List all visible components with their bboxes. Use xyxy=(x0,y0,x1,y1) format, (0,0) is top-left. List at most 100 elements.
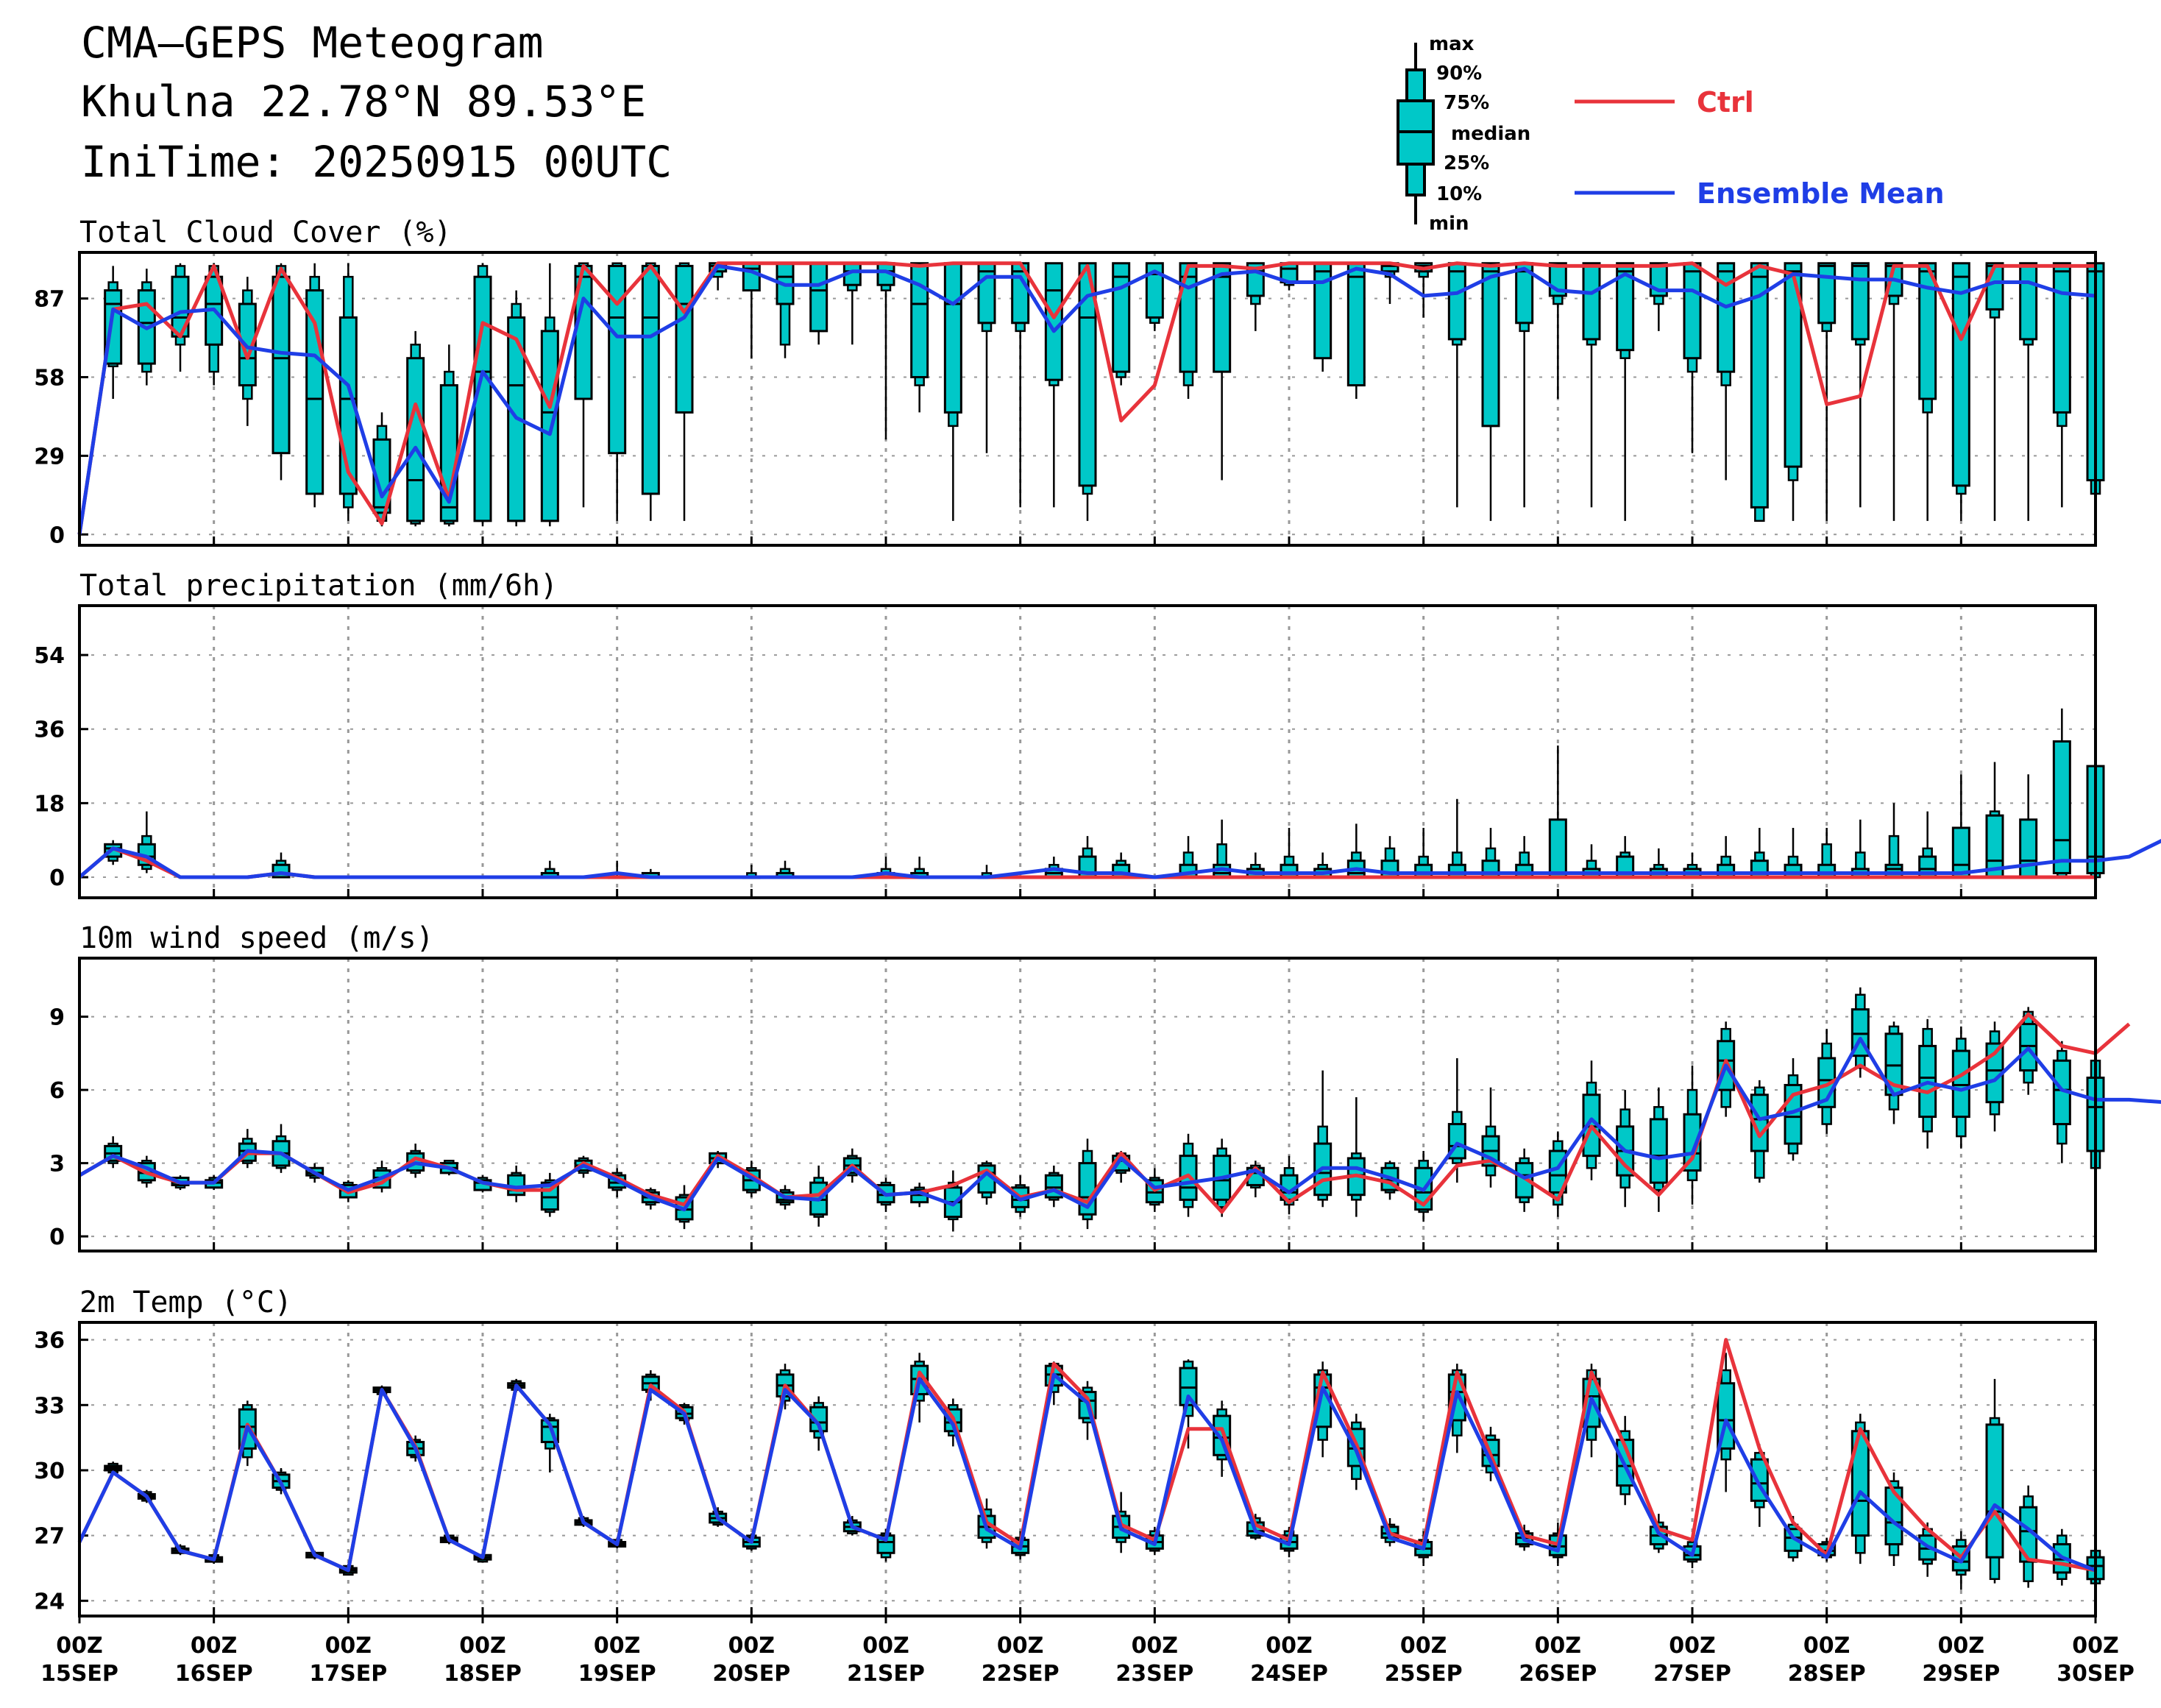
boxplot xyxy=(742,262,761,358)
y-tick-label: 0 xyxy=(49,1225,65,1250)
x-tick-date-label: 23SEP xyxy=(1115,1661,1193,1687)
boxplot xyxy=(776,262,795,358)
boxplot xyxy=(1616,262,1635,521)
boxplot-iqr xyxy=(675,264,694,414)
x-tick-time-label: 00Z xyxy=(594,1633,641,1659)
boxplot xyxy=(1649,1087,1668,1212)
boxplot xyxy=(1717,836,1736,879)
boxplot-iqr xyxy=(540,330,559,522)
legend-min-label: min xyxy=(1429,213,1469,235)
boxplot xyxy=(540,860,559,879)
boxplot xyxy=(1380,262,1399,305)
boxplot xyxy=(2019,1485,2038,1588)
boxplot-iqr xyxy=(1649,1118,1668,1184)
boxplot xyxy=(1850,262,1870,508)
boxplot xyxy=(540,1172,559,1217)
legend-mean-label: Ensemble Mean xyxy=(1697,177,1945,210)
boxplot xyxy=(1481,827,1500,879)
boxplot xyxy=(1044,857,1063,879)
y-tick-label: 58 xyxy=(34,366,65,391)
boxplot xyxy=(1548,1131,1567,1217)
boxplot xyxy=(2052,1041,2071,1163)
boxplot xyxy=(1850,819,1870,879)
boxplot-iqr xyxy=(1582,262,1601,341)
boxplot xyxy=(2019,774,2038,879)
y-tick-label: 30 xyxy=(34,1459,65,1484)
panel-title: 2m Temp (°C) xyxy=(79,1286,292,1319)
boxplot xyxy=(1616,836,1635,879)
x-axis-labels: 00Z15SEP00Z16SEP00Z17SEP00Z18SEP00Z19SEP… xyxy=(40,1616,2135,1687)
boxplot xyxy=(1044,1165,1063,1208)
boxplot-iqr xyxy=(1313,262,1333,360)
boxplot-iqr xyxy=(1683,1113,1702,1172)
y-tick-label: 6 xyxy=(49,1078,65,1104)
boxplot-iqr xyxy=(406,357,425,522)
boxplot xyxy=(272,263,291,481)
boxplot xyxy=(1346,262,1366,399)
boxplot xyxy=(1280,262,1299,291)
legend-p75-label: 75% xyxy=(1444,92,1489,114)
boxplot-iqr xyxy=(1112,262,1131,373)
boxplot xyxy=(1750,827,1769,879)
boxplot xyxy=(1346,1097,1366,1217)
panel-2: Total precipitation (mm/6h) 0 18 36 54 xyxy=(34,569,2161,899)
x-tick-time-label: 00Z xyxy=(862,1633,909,1659)
boxplot xyxy=(1548,262,1567,399)
boxplot xyxy=(1750,262,1769,522)
boxplot-iqr xyxy=(1951,826,1970,879)
boxplot xyxy=(1951,1026,1970,1149)
boxplot xyxy=(1582,262,1601,508)
boxplot xyxy=(641,262,660,521)
panel-frame xyxy=(78,604,2097,899)
x-tick-time-label: 00Z xyxy=(1803,1633,1850,1659)
boxplot-iqr xyxy=(943,262,962,414)
x-tick-date-label: 22SEP xyxy=(982,1661,1060,1687)
boxplot xyxy=(238,277,257,426)
x-tick-date-label: 24SEP xyxy=(1250,1661,1328,1687)
x-tick-time-label: 00Z xyxy=(325,1633,372,1659)
boxplot xyxy=(1784,827,1803,879)
boxplot-iqr xyxy=(1750,262,1769,508)
init-time-label: IniTime: 20250915 00UTC xyxy=(81,137,672,187)
panel-frame xyxy=(78,251,2097,547)
boxplot xyxy=(1044,262,1063,508)
x-tick-time-label: 00Z xyxy=(1938,1633,1985,1659)
boxplot-iqr xyxy=(1179,262,1198,373)
boxplot-iqr xyxy=(1951,262,1970,487)
x-tick-time-label: 00Z xyxy=(1132,1633,1179,1659)
boxplot-iqr xyxy=(809,262,828,333)
boxplot xyxy=(1649,262,1668,331)
boxplot xyxy=(809,262,828,345)
boxplot xyxy=(776,860,795,879)
panel-frame xyxy=(78,1321,2097,1617)
x-tick-date-label: 15SEP xyxy=(40,1661,118,1687)
boxplot xyxy=(1918,1018,1937,1149)
boxplot-iqr xyxy=(809,1406,828,1433)
boxplot xyxy=(1951,774,1970,879)
boxplot-iqr xyxy=(1447,262,1466,341)
x-tick-time-label: 00Z xyxy=(56,1633,103,1659)
boxplot xyxy=(1985,1378,2004,1584)
x-tick-time-label: 00Z xyxy=(1266,1633,1313,1659)
boxplot xyxy=(608,262,627,521)
boxplot-iqr xyxy=(1817,262,1837,325)
panel-3: 10m wind speed (m/s) 0 3 6 9 xyxy=(49,921,2161,1252)
boxplot-iqr xyxy=(1951,1049,1970,1119)
x-tick-date-label: 30SEP xyxy=(2057,1661,2135,1687)
boxplot xyxy=(1784,262,1803,521)
legend-p90-label: 90% xyxy=(1436,63,1482,85)
boxplot xyxy=(507,1165,526,1202)
boxplot xyxy=(540,263,559,527)
boxplot xyxy=(305,263,324,508)
x-tick-time-label: 00Z xyxy=(459,1633,506,1659)
boxplot-iqr xyxy=(1750,1094,1769,1152)
y-tick-label: 33 xyxy=(34,1393,65,1419)
boxplot-iqr xyxy=(1985,1423,2004,1559)
boxplot xyxy=(2052,708,2071,879)
boxplot-iqr xyxy=(2019,262,2038,341)
boxplot xyxy=(1548,745,1567,879)
ensemble-mean-line xyxy=(77,263,2096,535)
boxplot-iqr xyxy=(608,264,627,455)
boxplot xyxy=(1850,1414,1870,1565)
boxplot-iqr xyxy=(372,438,391,514)
